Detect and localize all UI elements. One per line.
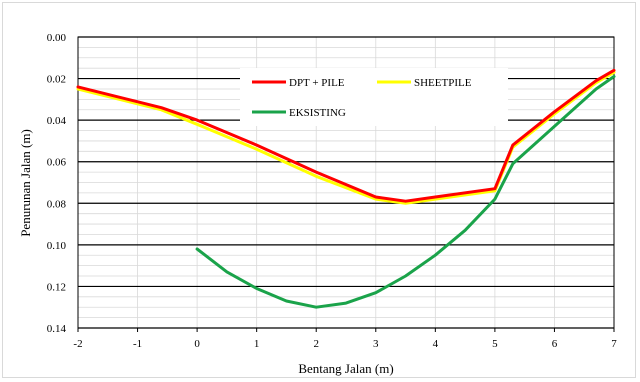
tick-labels: 0.00 0.02 0.04 0.06 0.08 0.10 0.12 0.14 -2 -1 0 1 2 3… (47, 32, 618, 350)
legend-label-sheetpile: SHEETPILE (414, 77, 472, 89)
x-axis-title: Bentang Jalan (m) (298, 361, 393, 376)
legend: DPT + PILE SHEETPILE EKSISTING (240, 68, 508, 126)
x-tick-label: 2 (313, 338, 319, 350)
y-tick-label: 0.08 (47, 198, 67, 210)
y-tick-label: 0.10 (47, 240, 67, 252)
series-line-sheetpile (76, 70, 616, 205)
x-tick-label: -2 (73, 338, 82, 350)
x-tick-label: 1 (254, 338, 260, 350)
series-line-eksisting (195, 75, 616, 309)
x-tick-label: 3 (373, 338, 379, 350)
chart-frame (2, 2, 636, 378)
y-tick-label: 0.00 (47, 32, 67, 44)
y-tick-label: 0.02 (47, 74, 66, 86)
series-layer (76, 68, 616, 309)
x-tick-label: 5 (492, 338, 498, 350)
y-tick-label: 0.12 (47, 281, 66, 293)
series-line-dpt-pile (76, 68, 616, 203)
x-tick-label: 7 (611, 338, 617, 350)
x-tick-label: 0 (194, 338, 200, 350)
legend-box (240, 68, 508, 126)
x-tick-label: 6 (552, 338, 558, 350)
y-tick-label: 0.14 (47, 323, 67, 335)
legend-label-dpt-pile: DPT + PILE (289, 77, 345, 89)
legend-label-eksisting: EKSISTING (289, 107, 346, 119)
grid (77, 36, 615, 329)
y-tick-label: 0.04 (47, 115, 67, 127)
x-tick-label: -1 (133, 338, 142, 350)
y-tick-label: 0.06 (47, 157, 67, 169)
y-axis-title: Penurunan Jalan (m) (18, 129, 33, 237)
x-tick-label: 4 (433, 338, 439, 350)
plot-border (77, 36, 615, 329)
